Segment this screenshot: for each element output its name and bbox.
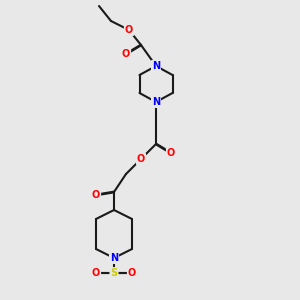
Text: N: N (110, 253, 118, 263)
Text: N: N (152, 97, 160, 107)
Text: O: O (167, 148, 175, 158)
Text: O: O (122, 49, 130, 59)
Text: O: O (125, 25, 133, 35)
Text: S: S (110, 268, 118, 278)
Text: O: O (128, 268, 136, 278)
Text: N: N (152, 61, 160, 71)
Text: O: O (137, 154, 145, 164)
Text: O: O (92, 268, 100, 278)
Text: O: O (92, 190, 100, 200)
